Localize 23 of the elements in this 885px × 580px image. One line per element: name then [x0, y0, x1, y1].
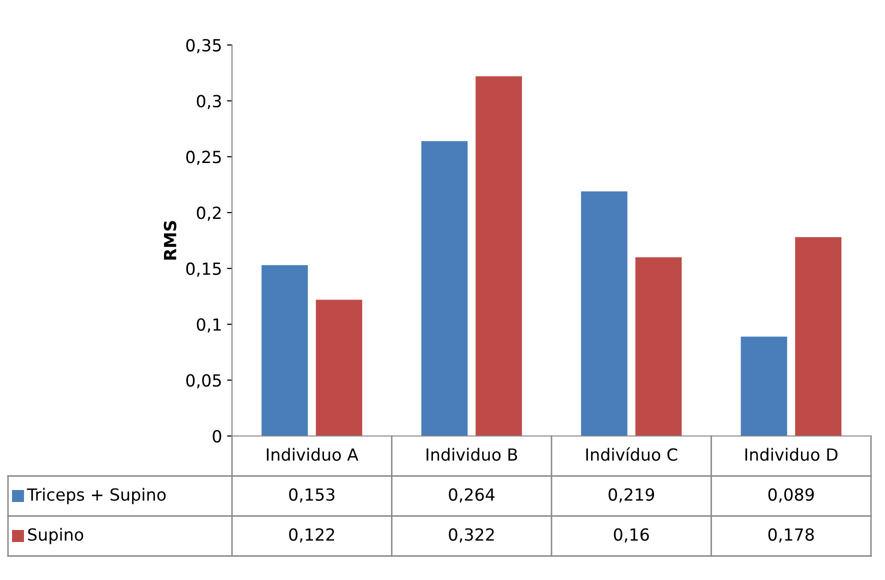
data-label: 0,089: [768, 488, 814, 503]
data-label: 0,16: [614, 528, 649, 543]
y-axis-title: RMS: [164, 221, 176, 260]
y-tick-label: 0,05: [186, 374, 221, 388]
y-tick-label: 0,15: [186, 262, 221, 277]
x-tick-label: Indivíduo C: [586, 447, 678, 461]
y-tick-label: 0,1: [196, 318, 221, 333]
x-tick-label: Individuo D: [745, 448, 838, 461]
y-tick-label: 0,2: [196, 206, 221, 221]
legend-label: Triceps + Supino: [26, 488, 166, 504]
y-tick-label: 0: [212, 430, 222, 443]
legend-label: Supino: [28, 528, 84, 544]
y-tick-label: 0,3: [196, 94, 221, 110]
data-label: 0,322: [448, 528, 494, 543]
data-label: 0,153: [289, 488, 334, 503]
y-tick-label: 0,35: [186, 38, 221, 54]
y-tick-label: 0,25: [186, 150, 221, 165]
data-label: 0,264: [448, 488, 495, 503]
data-label: 0,178: [768, 528, 814, 543]
x-tick-label: Individuo B: [426, 448, 518, 461]
x-tick-label: Individuo A: [266, 448, 358, 461]
data-label: 0,122: [289, 528, 334, 543]
data-label: 0,219: [608, 488, 654, 503]
